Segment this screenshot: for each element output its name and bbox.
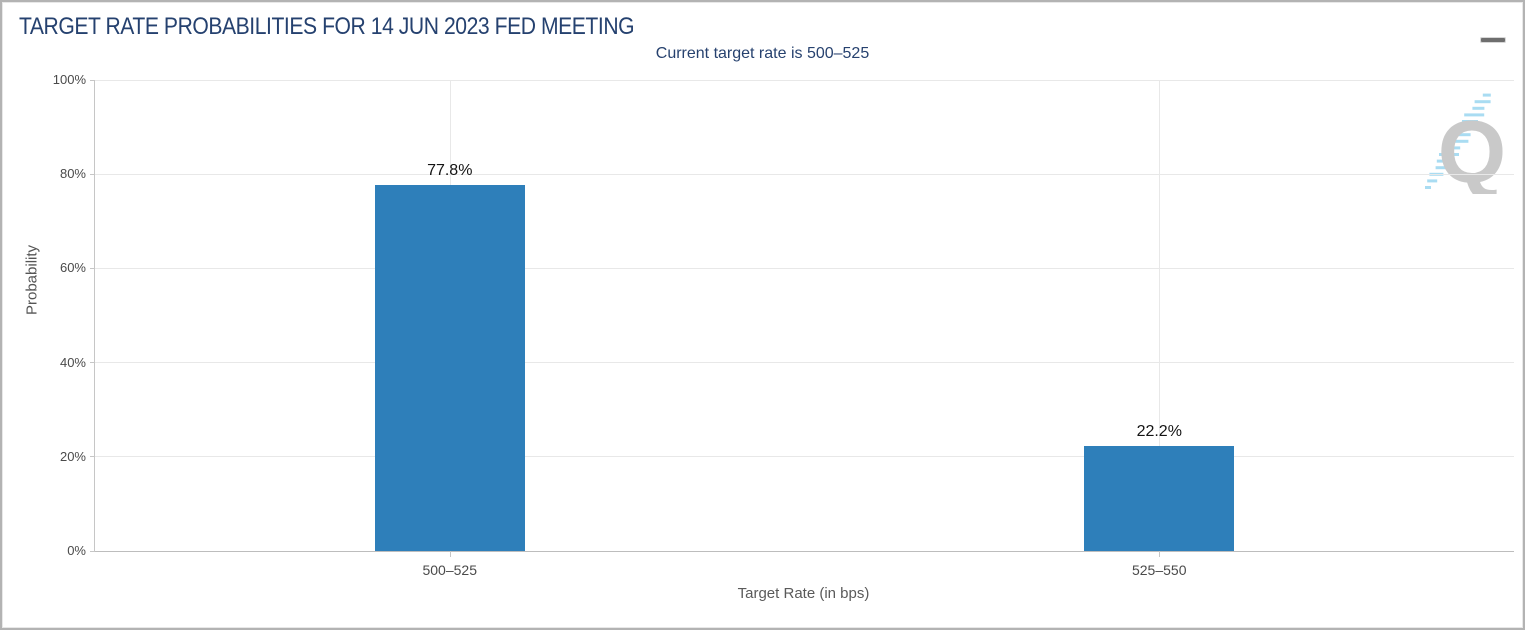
y-gridline (95, 456, 1514, 458)
probability-bar[interactable] (1084, 446, 1235, 551)
y-axis-tick-label: 20% (59, 448, 86, 464)
y-axis-tick-label: 100% (52, 72, 86, 87)
x-gridline (1159, 80, 1161, 551)
bar-value-label: 22.2% (1136, 423, 1182, 441)
chart-title: TARGET RATE PROBABILITIES FOR 14 JUN 202… (19, 13, 718, 41)
y-axis-tick (90, 362, 95, 364)
x-axis-tick (1159, 551, 1161, 557)
probability-bar[interactable] (374, 184, 525, 551)
x-axis-tick (449, 551, 451, 557)
x-axis-title: Target Rate (in bps) (737, 585, 870, 602)
y-axis-tick-label: 0% (67, 543, 86, 558)
chart-menu-button[interactable] (1481, 25, 1505, 45)
x-axis-tick-label: 525–550 (1131, 562, 1187, 578)
y-axis-tick (90, 267, 95, 269)
x-axis-tick-label: 500–525 (422, 562, 477, 578)
y-gridline (95, 173, 1514, 175)
bar-value-label: 77.8% (427, 161, 473, 179)
y-axis-tick (90, 79, 95, 81)
y-axis-tick (90, 550, 95, 552)
y-axis-tick (90, 173, 95, 175)
y-axis-tick-label: 40% (59, 354, 86, 370)
y-axis-tick-label: 80% (59, 166, 86, 182)
chart-title-text: TARGET RATE PROBABILITIES FOR 14 JUN 202… (19, 13, 635, 40)
y-axis-tick (90, 456, 95, 458)
y-gridline (95, 267, 1514, 269)
category-cell: 77.8% 500–525 (95, 80, 805, 578)
chart-subtitle: Current target rate is 500–525 (655, 45, 870, 62)
plot-area: 0% 20% 40% 60% 80% 100% 77.8% 500–525 22.2% 525–5… (53, 72, 1515, 578)
y-gridline (95, 79, 1514, 81)
category-cell: 22.2% 525–550 (805, 80, 1515, 578)
y-gridline (95, 362, 1514, 364)
y-axis-tick-label: 60% (59, 260, 86, 276)
